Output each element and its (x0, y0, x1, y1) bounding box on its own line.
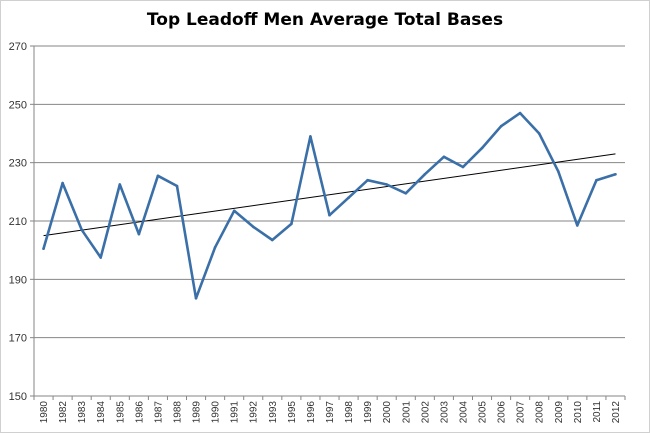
data-point (156, 174, 160, 178)
x-tick-label: 1997 (325, 401, 336, 424)
series-line (42, 111, 616, 300)
data-point (290, 222, 293, 226)
data-point (480, 146, 484, 150)
x-tick-label: 1995 (287, 401, 298, 424)
x-tick-label: 2001 (401, 401, 412, 424)
data-point (194, 297, 198, 300)
x-tick-label: 1991 (230, 401, 241, 424)
data-point (251, 225, 255, 229)
x-tick-label: 2004 (458, 401, 469, 424)
data-point (366, 178, 369, 182)
data-point (42, 247, 45, 250)
x-tick-label: 1986 (134, 401, 145, 424)
data-point (271, 238, 274, 242)
data-point (461, 165, 465, 169)
x-tick-label: 1983 (77, 401, 88, 424)
x-tick-label: 1982 (58, 401, 69, 424)
y-tick-label: 250 (9, 99, 27, 111)
y-tick-label: 210 (9, 216, 27, 228)
x-tick-label: 1989 (192, 401, 203, 424)
data-point (347, 196, 350, 199)
data-point (576, 224, 579, 227)
data-point (99, 256, 102, 259)
x-tick-label: 1990 (211, 401, 222, 424)
data-point (557, 170, 560, 173)
trendline-group (43, 153, 616, 237)
data-point (175, 184, 179, 188)
series-group (42, 111, 617, 300)
data-point (595, 178, 598, 182)
x-tick-label: 2009 (554, 401, 565, 424)
axes (33, 46, 626, 400)
x-tick-label: 2005 (478, 401, 489, 424)
x-tick-label: 1996 (306, 401, 317, 424)
x-tick-label: 2003 (439, 401, 450, 424)
data-point (614, 173, 617, 176)
y-tick-labels: 150 170 190 210 230 250 270 (9, 41, 27, 403)
data-point (499, 124, 503, 128)
x-tick-label: 2007 (516, 401, 527, 424)
y-tick-label: 170 (9, 333, 27, 345)
data-point (385, 183, 389, 186)
y-tick-label: 270 (9, 41, 27, 53)
data-point (423, 173, 427, 176)
x-tick-label: 1985 (115, 401, 126, 424)
x-tick-label: 2002 (420, 401, 431, 424)
y-tick-label: 190 (9, 274, 27, 286)
x-tick-label: 1992 (249, 401, 260, 424)
x-tick-label: 1998 (344, 401, 355, 424)
x-tick-label: 2000 (382, 401, 393, 424)
data-point (328, 213, 331, 217)
x-tick-label: 2010 (573, 401, 584, 424)
x-tick-label: 2011 (592, 401, 603, 423)
chart-title: Top Leadoff Men Average Total Bases (146, 10, 504, 30)
x-tick-label: 1980 (39, 401, 50, 424)
x-tick-label: 2006 (497, 401, 508, 424)
data-point (232, 209, 236, 213)
x-tick-labels: 1980 1982 1983 1984 1985 1986 1987 1988 1989 1990… (39, 401, 622, 424)
data-point (404, 192, 408, 195)
x-tick-label: 1999 (363, 401, 374, 424)
data-point (518, 111, 522, 115)
x-tick-label: 1984 (96, 401, 107, 424)
x-tick-label: 1988 (172, 401, 183, 424)
x-tick-label: 1987 (153, 401, 164, 424)
y-tick-label: 150 (9, 391, 27, 403)
x-tick-label: 2008 (535, 401, 546, 424)
data-point (118, 183, 122, 186)
data-point (61, 181, 64, 185)
data-point (137, 232, 141, 236)
y-tick-label: 230 (9, 158, 27, 170)
data-point (537, 132, 541, 135)
data-point (213, 246, 217, 249)
trendline (43, 153, 616, 237)
data-point (309, 135, 312, 138)
gridlines (30, 45, 625, 397)
x-tick-label: 2012 (611, 401, 622, 424)
x-tick-label: 1993 (268, 401, 279, 424)
data-point (80, 228, 83, 232)
data-point (442, 155, 446, 159)
